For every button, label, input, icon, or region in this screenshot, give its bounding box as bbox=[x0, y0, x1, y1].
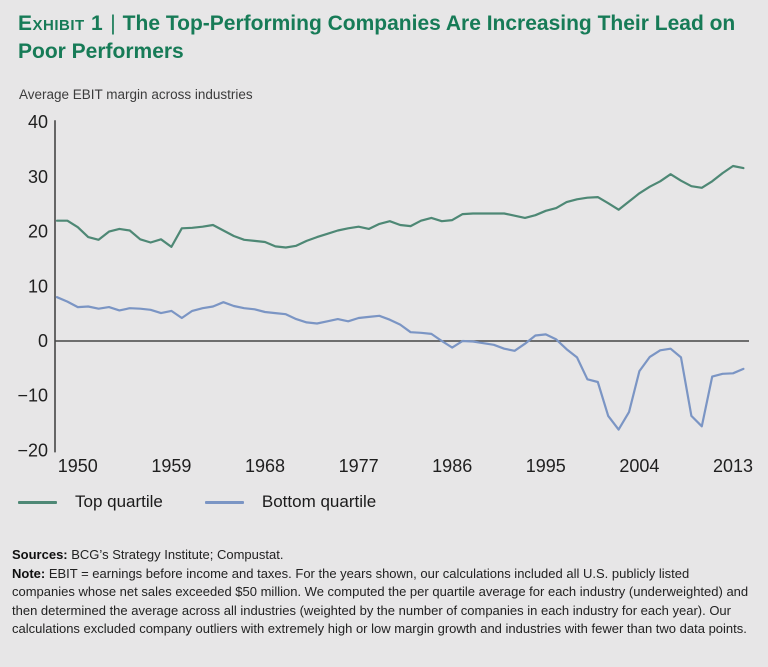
chart-legend: Top quartile Bottom quartile bbox=[18, 492, 376, 512]
x-tick-label-1950: 1950 bbox=[58, 456, 98, 476]
x-tick-label-1977: 1977 bbox=[339, 456, 379, 476]
sources-label: Sources: bbox=[12, 547, 68, 562]
footnotes: Sources: BCG’s Strategy Institute; Compu… bbox=[12, 546, 753, 639]
y-tick-label--20: −20 bbox=[17, 440, 48, 460]
x-tick-label-1986: 1986 bbox=[432, 456, 472, 476]
exhibit-number-label: Exhibit 1 bbox=[18, 12, 104, 35]
x-tick-label-1959: 1959 bbox=[151, 456, 191, 476]
note-line: Note: EBIT = earnings before income and … bbox=[12, 565, 753, 639]
series-line-top-quartile bbox=[55, 164, 745, 249]
y-tick-label-0: 0 bbox=[38, 331, 48, 351]
sources-line: Sources: BCG’s Strategy Institute; Compu… bbox=[12, 546, 753, 565]
x-tick-label-2004: 2004 bbox=[619, 456, 659, 476]
series-line-bottom-quartile bbox=[55, 296, 745, 431]
note-text: EBIT = earnings before income and taxes.… bbox=[12, 565, 749, 637]
bottom-quartile-line-swatch-icon bbox=[204, 500, 244, 504]
y-tick-label-40: 40 bbox=[28, 112, 48, 132]
exhibit-title: Exhibit 1 | The Top-Performing Companies A… bbox=[18, 10, 754, 66]
y-tick-label-30: 30 bbox=[28, 167, 48, 187]
y-tick-label-10: 10 bbox=[28, 276, 48, 296]
ebit-margin-line-chart: 40 30 20 10 0 −10 −20 1950 1959 1968 1977 1986 1995 2… bbox=[17, 112, 753, 476]
y-tick-label-20: 20 bbox=[28, 222, 48, 242]
title-separator: | bbox=[110, 12, 116, 35]
legend-item-top-quartile: Top quartile bbox=[18, 492, 163, 512]
note-label: Note: bbox=[12, 565, 46, 581]
top-quartile-line-swatch-icon bbox=[18, 500, 57, 504]
legend-item-bottom-quartile: Bottom quartile bbox=[204, 492, 377, 512]
legend-label-top-quartile: Top quartile bbox=[75, 492, 163, 511]
y-tick-label--10: −10 bbox=[17, 386, 48, 406]
x-tick-label-1995: 1995 bbox=[526, 456, 566, 476]
chart-subtitle: Average EBIT margin across industries bbox=[19, 87, 253, 102]
exhibit-title-text: The Top-Performing Companies Are Increas… bbox=[18, 12, 736, 63]
x-tick-label-1968: 1968 bbox=[245, 456, 285, 476]
legend-label-bottom-quartile: Bottom quartile bbox=[261, 492, 377, 511]
x-tick-label-2013: 2013 bbox=[713, 456, 753, 476]
sources-text: BCG’s Strategy Institute; Compustat. bbox=[67, 547, 284, 562]
